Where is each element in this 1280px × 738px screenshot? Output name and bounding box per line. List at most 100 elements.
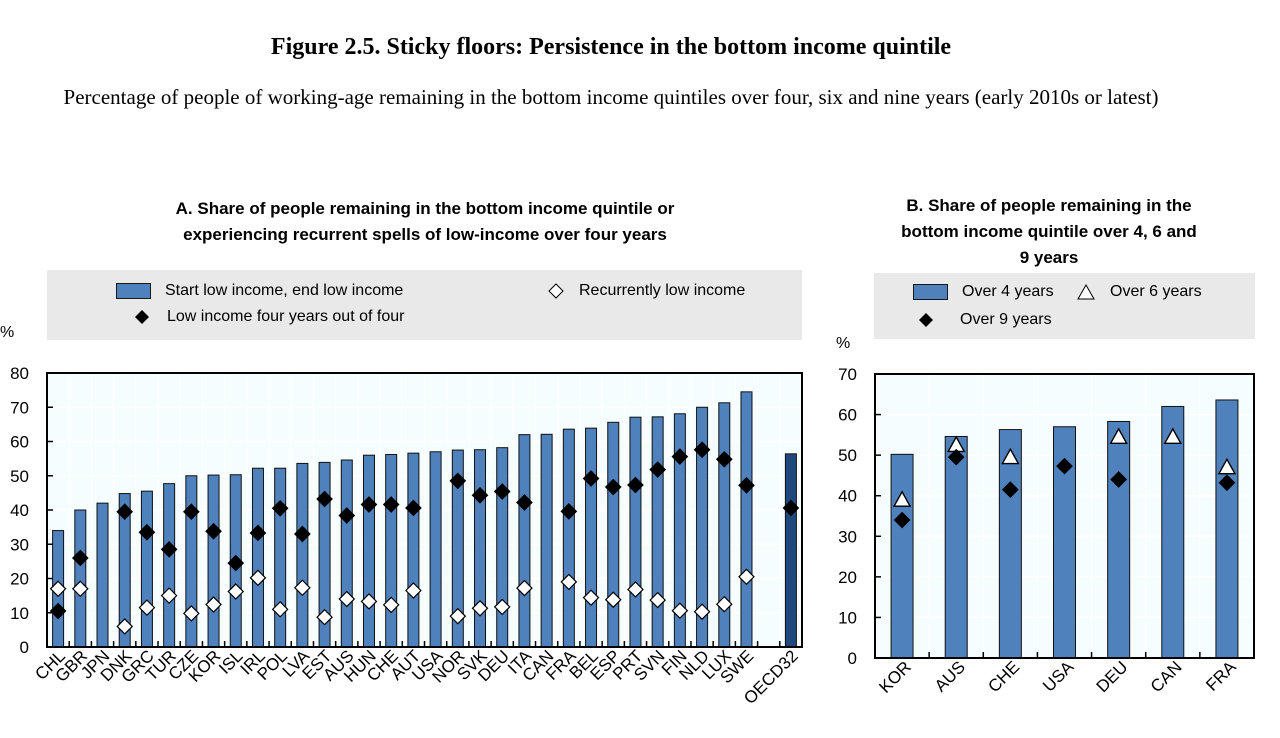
bar: [1161, 405, 1185, 659]
black-diamond-icon: [135, 310, 149, 324]
white-triangle-icon: [1077, 284, 1095, 300]
black-diamond-marker: [249, 524, 267, 542]
black-diamond-marker: [449, 472, 467, 490]
black-diamond-marker: [271, 499, 289, 517]
black-diamond-marker: [49, 602, 67, 620]
plot-frame: [874, 373, 1255, 659]
white-diamond-marker: [649, 591, 667, 609]
panel-b-title-line1: B. Share of people remaining in the: [906, 196, 1192, 215]
black-diamond-marker: [227, 554, 245, 572]
y-tick-label: 10: [10, 604, 29, 623]
legend-label: Start low income, end low income: [165, 282, 404, 299]
bar: [340, 459, 353, 648]
white-diamond-marker: [227, 583, 245, 600]
x-tick-label: CAN: [1147, 657, 1186, 696]
white-triangle-marker: [1001, 447, 1020, 465]
black-diamond-marker: [738, 476, 755, 494]
black-diamond-marker: [715, 450, 733, 468]
legend-item-start-end-low: Start low income, end low income: [116, 282, 403, 300]
black-diamond-marker: [671, 448, 689, 465]
bar: [518, 434, 531, 648]
y-tick-label: 60: [10, 433, 29, 452]
panel-b-title-line3: 9 years: [1019, 248, 1079, 267]
black-diamond-marker: [582, 470, 600, 487]
white-diamond-marker: [138, 599, 156, 616]
black-diamond-marker: [1002, 481, 1019, 498]
bar: [629, 416, 642, 648]
bar: [562, 428, 575, 648]
black-diamond-marker: [649, 461, 667, 478]
bar: [140, 490, 153, 648]
black-diamond-marker: [1218, 474, 1236, 492]
legend-label: Over 6 years: [1110, 283, 1202, 300]
white-diamond-marker: [49, 580, 67, 598]
bar: [385, 454, 398, 648]
white-diamond-marker: [582, 589, 600, 607]
bar: [784, 453, 797, 648]
legend-item-over-9: Over 9 years: [919, 311, 1052, 329]
bar-swatch-icon: [116, 283, 151, 299]
legend-item-recurrent: Recurrently low income: [548, 282, 745, 300]
white-diamond-marker: [738, 568, 755, 586]
white-triangle-marker: [1109, 427, 1128, 444]
white-diamond-marker: [715, 595, 733, 613]
white-diamond-marker: [471, 599, 489, 617]
white-diamond-marker: [160, 587, 178, 604]
white-diamond-marker: [338, 590, 356, 608]
white-diamond-marker: [627, 581, 644, 598]
bar: [890, 453, 914, 659]
y-tick-label: 80: [10, 364, 29, 383]
bar: [585, 427, 598, 648]
panel-a-title-line1: A. Share of people remaining in the bott…: [175, 199, 675, 218]
bar: [296, 462, 309, 648]
black-diamond-icon: [919, 313, 933, 327]
white-diamond-marker: [205, 596, 222, 613]
black-diamond-marker: [893, 511, 911, 529]
legend-label: Low income four years out of four: [167, 308, 405, 325]
bar: [429, 451, 442, 648]
y-tick-label: 70: [10, 398, 29, 417]
bar: [96, 502, 109, 648]
bar: [474, 449, 487, 648]
white-diamond-marker: [116, 618, 134, 635]
x-tick-label: FRA: [1202, 657, 1240, 695]
legend-item-over-6: Over 6 years: [1077, 283, 1202, 301]
black-diamond-marker: [1110, 471, 1127, 488]
bar: [163, 483, 176, 648]
white-diamond-marker: [294, 579, 311, 597]
black-diamond-marker: [338, 507, 356, 524]
black-diamond-marker: [294, 525, 311, 543]
y-tick-label: 30: [10, 535, 29, 554]
white-diamond-marker: [560, 573, 578, 591]
x-tick-label: KOR: [875, 657, 914, 696]
black-diamond-marker: [360, 496, 378, 513]
bar: [1107, 420, 1131, 659]
white-diamond-marker: [449, 607, 467, 625]
black-diamond-marker: [116, 503, 134, 521]
black-diamond-marker: [493, 483, 511, 500]
white-diamond-marker: [249, 569, 267, 587]
figure-title: Figure 2.5. Sticky floors: Persistence i…: [270, 34, 952, 60]
y-tick-label: 20: [838, 568, 857, 587]
y-tick-label: 30: [838, 527, 857, 546]
bar: [1215, 399, 1239, 659]
white-diamond-marker: [405, 582, 422, 599]
black-diamond-marker: [516, 494, 533, 511]
y-tick-label: 40: [10, 501, 29, 520]
y-tick-label: 60: [838, 406, 857, 425]
bar: [274, 467, 287, 648]
black-diamond-marker: [947, 448, 965, 466]
black-diamond-marker: [560, 503, 578, 520]
black-diamond-marker: [604, 478, 622, 496]
legend-label: Recurrently low income: [579, 282, 746, 299]
white-diamond-marker: [493, 598, 511, 616]
black-diamond-marker: [71, 549, 89, 567]
panel-a-legend: Start low income, end low income Low inc…: [47, 270, 802, 340]
bar: [74, 509, 87, 648]
panel-a-title: A. Share of people remaining in the bott…: [40, 196, 810, 248]
panel-b-title: B. Share of people remaining in the bott…: [870, 193, 1228, 271]
x-tick-label: CHE: [984, 657, 1023, 696]
white-diamond-marker: [71, 580, 89, 598]
black-diamond-marker: [1056, 457, 1073, 475]
black-diamond-marker: [405, 499, 422, 517]
